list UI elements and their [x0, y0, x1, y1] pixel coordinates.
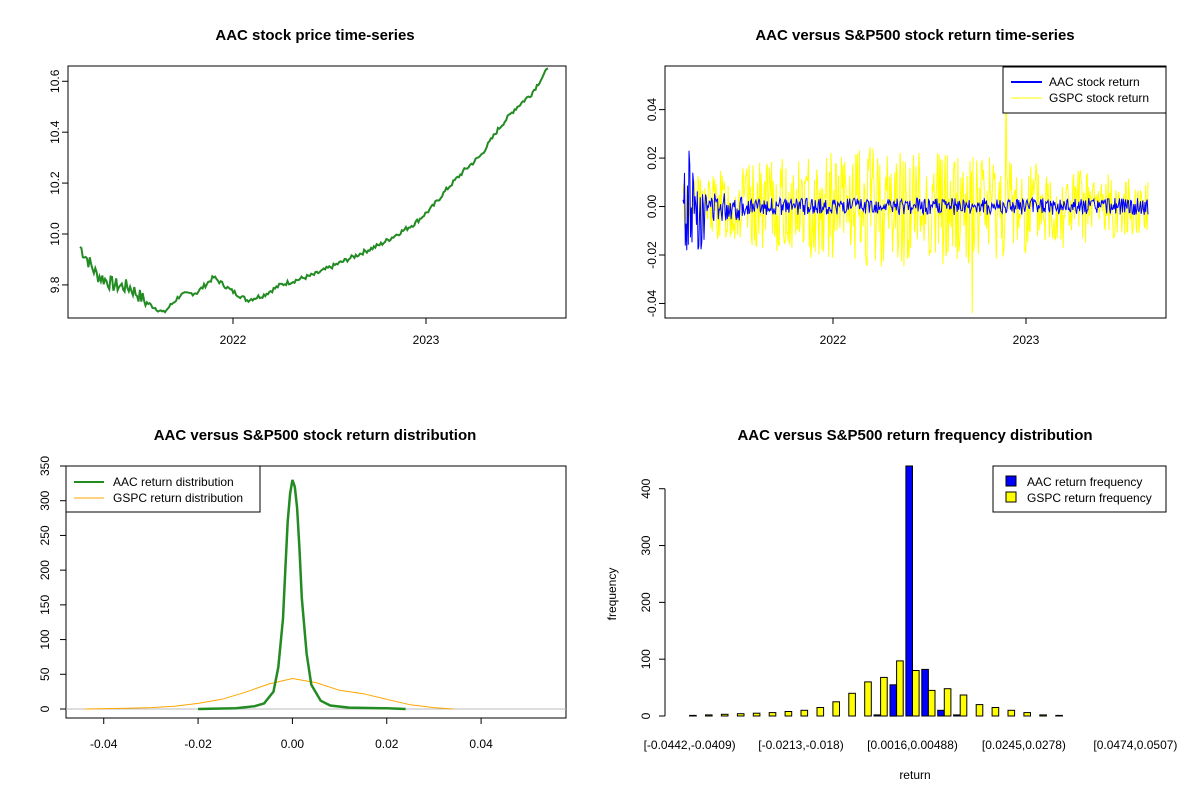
bar-GSPC: [689, 714, 697, 717]
bar-GSPC: [832, 701, 841, 717]
y-tick-label: 100: [38, 629, 52, 649]
legend-label-GSPC: GSPC stock return: [1049, 91, 1149, 105]
x-tick-label: 0.02: [375, 737, 399, 751]
y-tick-label: 50: [38, 667, 52, 681]
y-tick-label: 9.8: [48, 276, 62, 293]
y-tick-label: 250: [38, 525, 52, 545]
panel-returns-frame: [664, 65, 1167, 319]
panel-price-frame: [67, 65, 567, 319]
bar-GSPC: [768, 712, 777, 717]
y-tick-label: -0.02: [645, 241, 659, 269]
panel-distribution-frame: [65, 465, 567, 719]
series-line-AAC: [79, 67, 549, 314]
y-tick-label: 150: [38, 595, 52, 615]
y-tick-label: 0.02: [645, 146, 659, 170]
y-tick-label: -0.04: [645, 289, 659, 317]
panel-price: AAC stock price time-series 9.8 10.0 10.2 1…: [48, 27, 567, 347]
y-tick-label: 300: [639, 535, 653, 555]
y-tick-label: 400: [639, 478, 653, 498]
bar-GSPC: [784, 711, 793, 717]
x-tick-label: 0.00: [281, 737, 305, 751]
bar-GSPC: [705, 714, 713, 717]
bar-GSPC: [1023, 712, 1032, 717]
bar-AAC: [889, 684, 898, 717]
bar-GSPC: [1039, 714, 1047, 717]
bar-GSPC: [943, 688, 952, 717]
legend-frequency: AAC return frequency GSPC return frequen…: [992, 465, 1167, 513]
y-tick-label: 350: [38, 456, 52, 476]
y-tick-label: 300: [38, 490, 52, 510]
x-axis-label: return: [899, 768, 930, 782]
x-tick-label: [0.0016,0.00488): [867, 738, 958, 752]
panel-price-title: AAC stock price time-series: [215, 27, 414, 44]
bar-GSPC: [927, 689, 936, 717]
bar-GSPC: [959, 694, 968, 717]
bar-AAC: [873, 714, 882, 717]
bar-GSPC: [752, 712, 761, 717]
x-tick-label: 2022: [220, 333, 247, 347]
bar-GSPC: [975, 704, 984, 717]
y-tick-label: 10.6: [48, 69, 62, 93]
y-tick-label: 10.4: [48, 120, 62, 144]
x-tick-label: [0.0245,0.0278): [982, 738, 1066, 752]
bar-GSPC: [1007, 709, 1016, 717]
y-tick-label: 0.00: [645, 195, 659, 219]
bar-GSPC: [991, 707, 1000, 717]
bar-GSPC: [1055, 714, 1063, 717]
x-tick-label: 2022: [820, 333, 847, 347]
legend-label-GSPC: GSPC return frequency: [1027, 491, 1152, 505]
legend-box: [65, 465, 261, 513]
x-tick-label: -0.02: [184, 737, 212, 751]
series-line-AAC: [198, 479, 406, 711]
legend-label-AAC: AAC return frequency: [1027, 475, 1142, 489]
x-tick-label: 2023: [1013, 333, 1040, 347]
bar-GSPC: [912, 670, 920, 717]
series-line-GSPC: [84, 677, 453, 710]
x-tick-label: 2023: [413, 333, 440, 347]
legend-label-GSPC: GSPC return distribution: [113, 491, 243, 505]
x-tick-label: 0.04: [469, 737, 493, 751]
bar-GSPC: [816, 707, 825, 717]
bar-AAC: [937, 709, 945, 717]
panel-returns-title: AAC versus S&P500 stock return time-seri…: [755, 27, 1074, 44]
y-tick-label: 0.04: [645, 98, 659, 122]
y-tick-label: 100: [639, 649, 653, 669]
panel-frequency: AAC versus S&P500 return frequency distr…: [605, 427, 1177, 782]
panel-returns: AAC versus S&P500 stock return time-seri…: [645, 27, 1167, 347]
x-tick-label: [-0.0213,-0.018): [758, 738, 843, 752]
y-tick-label: 10.2: [48, 171, 62, 195]
legend-label-AAC: AAC stock return: [1049, 75, 1140, 89]
legend-distribution: AAC return distribution GSPC return dist…: [65, 465, 261, 513]
y-axis-label: frequency: [605, 568, 619, 621]
y-tick-label: 0: [639, 712, 653, 719]
bar-GSPC: [880, 676, 888, 717]
y-tick-label: 10.0: [48, 222, 62, 246]
bar-AAC: [905, 465, 914, 717]
legend-key-GSPC: [1005, 491, 1017, 503]
x-tick-label: -0.04: [90, 737, 118, 751]
bar-GSPC: [736, 713, 745, 717]
bar-GSPC: [720, 713, 729, 717]
legend-key-AAC: [1005, 475, 1017, 487]
legend-box: [1002, 66, 1167, 114]
bar-GSPC: [800, 709, 809, 717]
bar-GSPC: [896, 660, 904, 717]
bar-AAC: [953, 714, 961, 717]
legend-box: [992, 465, 1167, 513]
panel-distribution-title: AAC versus S&P500 stock return distribut…: [154, 427, 477, 444]
x-tick-label: [-0.0442,-0.0409): [644, 738, 736, 752]
y-tick-label: 0: [38, 705, 52, 712]
panel-distribution: AAC versus S&P500 stock return distribut…: [38, 427, 567, 751]
panel-frequency-title: AAC versus S&P500 return frequency distr…: [737, 427, 1092, 444]
series-line-AAC: [682, 150, 1149, 251]
y-tick-label: 200: [639, 592, 653, 612]
y-tick-label: 200: [38, 560, 52, 580]
legend-returns: AAC stock return GSPC stock return: [1002, 66, 1167, 114]
legend-label-AAC: AAC return distribution: [113, 475, 234, 489]
bar-GSPC: [848, 692, 856, 717]
bar-GSPC: [864, 681, 872, 717]
x-tick-label: [0.0474,0.0507): [1093, 738, 1177, 752]
bar-AAC: [921, 668, 929, 717]
